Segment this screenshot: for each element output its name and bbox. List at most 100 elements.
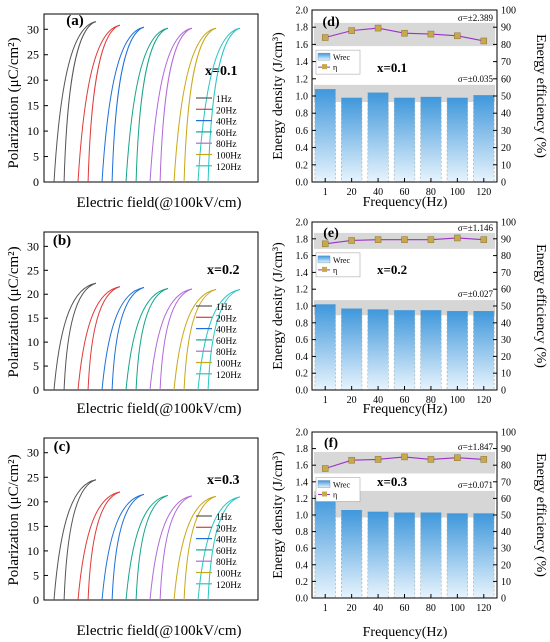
panel-d: 0.0 0.2 0.4 0.6 0.8 1.0 1.2 1.4 1.6 1.8 2.0 0 10 20 30… bbox=[271, 6, 548, 211]
y2-tick-label: 30 bbox=[501, 126, 511, 137]
y-tick-label: 1.8 bbox=[296, 444, 309, 455]
y-tick-label: 25 bbox=[27, 48, 39, 62]
y-tick-label: 1.4 bbox=[296, 477, 309, 488]
x-tick-label: 20 bbox=[347, 603, 357, 614]
bar-wrec-120 bbox=[473, 311, 495, 390]
y-tick-label: 15 bbox=[27, 311, 39, 325]
y2-tick-label: 40 bbox=[501, 318, 511, 329]
y-tick-label: 20 bbox=[27, 287, 39, 301]
bar-wrec-40 bbox=[367, 92, 389, 182]
y2-axis-label: Energy efficiency (%) bbox=[533, 34, 548, 158]
y2-tick-label: 70 bbox=[501, 477, 511, 488]
pe-loop-20Hz bbox=[77, 491, 121, 601]
panel-b: 0 5 10 15 20 25 30 (b) x=0.2 Electric field(@100k… bbox=[6, 231, 259, 417]
bar-wrec-20 bbox=[341, 308, 362, 390]
sigma-efficiency: σ=±1.146 bbox=[458, 223, 494, 233]
y2-tick-label: 70 bbox=[501, 57, 511, 68]
bar-wrec-120 bbox=[473, 513, 495, 598]
pe-loop-120Hz bbox=[197, 27, 241, 183]
bar-wrec-60 bbox=[394, 97, 415, 182]
y2-tick-label: 60 bbox=[501, 74, 511, 85]
legend-item-20Hz: 20Hz bbox=[216, 106, 237, 116]
y-tick-label: 25 bbox=[27, 470, 39, 484]
efficiency-marker-60 bbox=[401, 453, 408, 461]
legend-item-40Hz: 40Hz bbox=[216, 536, 237, 546]
bar-wrec-20 bbox=[341, 97, 362, 182]
x-tick-label: 80 bbox=[426, 395, 436, 406]
legend-item-eta: η bbox=[333, 491, 337, 500]
efficiency-marker-40 bbox=[374, 24, 382, 32]
y-tick-label: 15 bbox=[27, 519, 39, 533]
y-tick-label: 0.6 bbox=[296, 335, 309, 346]
efficiency-marker-60 bbox=[401, 236, 408, 243]
pe-loop-40Hz bbox=[101, 26, 145, 183]
legend-item-120Hz: 120Hz bbox=[216, 371, 241, 381]
y-tick-label: 0.4 bbox=[296, 143, 309, 154]
y2-tick-label: 0 bbox=[501, 178, 506, 189]
legend-item-1Hz: 1Hz bbox=[216, 95, 232, 105]
x-tick-label: 120 bbox=[476, 395, 491, 406]
x-axis-label: Frequency(Hz) bbox=[363, 625, 448, 640]
sigma-efficiency: σ=±2.389 bbox=[458, 13, 494, 23]
bar-wrec-60 bbox=[394, 512, 415, 598]
y-tick-label: 0.2 bbox=[296, 577, 309, 588]
y-tick-label: 20 bbox=[27, 73, 39, 87]
y-tick-label: 0.4 bbox=[296, 352, 309, 363]
composition-label: x=0.1 bbox=[377, 60, 407, 75]
pe-loop-1Hz bbox=[53, 479, 97, 601]
y-tick-label: 15 bbox=[27, 99, 39, 113]
legend-item-wrec: Wrec bbox=[333, 53, 350, 62]
y2-tick-label: 10 bbox=[501, 160, 511, 171]
legend-swatch-wrec bbox=[317, 255, 331, 264]
sigma-density: σ=±0.071 bbox=[458, 480, 493, 490]
pe-loop-60Hz bbox=[125, 27, 169, 183]
pe-loop-60Hz bbox=[125, 288, 169, 391]
y-tick-label: 30 bbox=[27, 446, 39, 460]
y2-axis-label: Energy efficiency (%) bbox=[533, 244, 548, 368]
bar-wrec-40 bbox=[367, 309, 389, 390]
efficiency-marker-100 bbox=[454, 32, 461, 40]
y-tick-label: 1.6 bbox=[296, 461, 309, 472]
efficiency-marker-80 bbox=[427, 30, 435, 38]
plot-frame bbox=[43, 231, 259, 391]
efficiency-marker-100 bbox=[454, 454, 461, 461]
bar-wrec-1 bbox=[314, 304, 336, 390]
y-tick-label: 1.4 bbox=[296, 57, 309, 68]
y-tick-label: 25 bbox=[27, 263, 39, 277]
panel-label: (d) bbox=[322, 15, 339, 30]
y2-tick-label: 60 bbox=[501, 285, 511, 296]
y-tick-label: 30 bbox=[27, 22, 39, 36]
y2-tick-label: 30 bbox=[501, 335, 511, 346]
y-tick-label: 10 bbox=[27, 335, 39, 349]
legend-swatch-wrec bbox=[317, 480, 331, 488]
pe-loop-80Hz bbox=[149, 288, 193, 391]
y2-tick-label: 40 bbox=[501, 527, 511, 538]
y-tick-label: 2.0 bbox=[296, 6, 309, 17]
legend-item-80Hz: 80Hz bbox=[216, 140, 237, 150]
y-tick-label: 0.4 bbox=[296, 560, 309, 571]
efficiency-marker-80 bbox=[427, 236, 435, 243]
pe-loop-1Hz bbox=[53, 282, 97, 391]
legend-item-eta: η bbox=[333, 266, 337, 275]
y2-tick-label: 60 bbox=[501, 494, 511, 505]
x-tick-label: 1 bbox=[323, 603, 328, 614]
y-tick-label: 0.0 bbox=[296, 178, 309, 189]
efficiency-marker-40 bbox=[374, 236, 382, 243]
pe-loop-120Hz bbox=[197, 288, 241, 391]
y-tick-label: 0 bbox=[33, 383, 39, 397]
y-tick-label: 20 bbox=[27, 495, 39, 509]
y-axis-label: Polarization (μC/cm²) bbox=[6, 454, 22, 585]
pe-loop-40Hz bbox=[101, 287, 145, 391]
y-tick-label: 1.6 bbox=[296, 251, 309, 262]
composition-label: x=0.2 bbox=[377, 262, 407, 277]
panel-label: (b) bbox=[53, 233, 71, 249]
y-tick-label: 5 bbox=[33, 359, 39, 373]
y-tick-label: 5 bbox=[33, 150, 39, 164]
x-tick-label: 80 bbox=[426, 603, 436, 614]
legend-item-100Hz: 100Hz bbox=[216, 570, 241, 580]
efficiency-band bbox=[314, 451, 495, 474]
y-tick-label: 0.0 bbox=[296, 594, 309, 605]
legend-item-100Hz: 100Hz bbox=[216, 152, 241, 162]
y-tick-label: 5 bbox=[33, 568, 39, 582]
y-tick-label: 1.0 bbox=[296, 302, 309, 313]
